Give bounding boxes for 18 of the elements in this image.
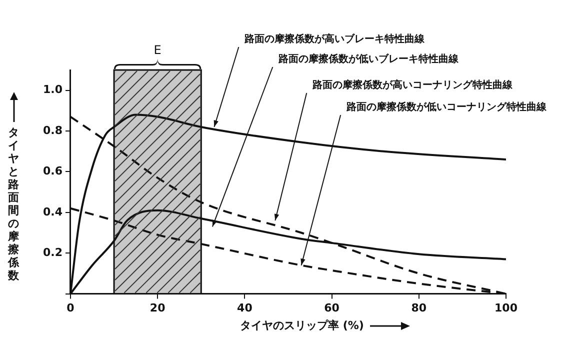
x-tick-label: 60: [324, 301, 340, 314]
x-tick-label: 0: [66, 301, 75, 314]
text: タイヤと路面間の摩擦係数: [8, 126, 19, 282]
band-label: E: [152, 43, 162, 57]
x-tick-label: 40: [237, 301, 253, 314]
y-tick-label: 1.0: [42, 83, 63, 96]
y-tick-label: 0.8: [42, 124, 62, 137]
y-tick-label: 0.6: [42, 164, 63, 178]
annotation: 路面の摩擦係数が高いコーナリング特性曲線: [312, 79, 513, 93]
y-tick-label: 0.4: [42, 205, 63, 218]
annotation: 路面の摩擦係数が低いブレーキ特性曲線: [278, 53, 459, 67]
y-tick-label: 0.2: [42, 246, 62, 259]
x-axis-title: タイヤのスリップ率 (%): [240, 318, 364, 333]
x-tick-label: 20: [150, 301, 166, 314]
x-tick-label: 100: [494, 301, 518, 314]
x-tick-label: 80: [411, 301, 427, 314]
annotation: 路面の摩擦係数が高いブレーキ特性曲線: [244, 33, 425, 47]
annotation: 路面の摩擦係数が低いコーナリング特性曲線: [346, 101, 547, 115]
